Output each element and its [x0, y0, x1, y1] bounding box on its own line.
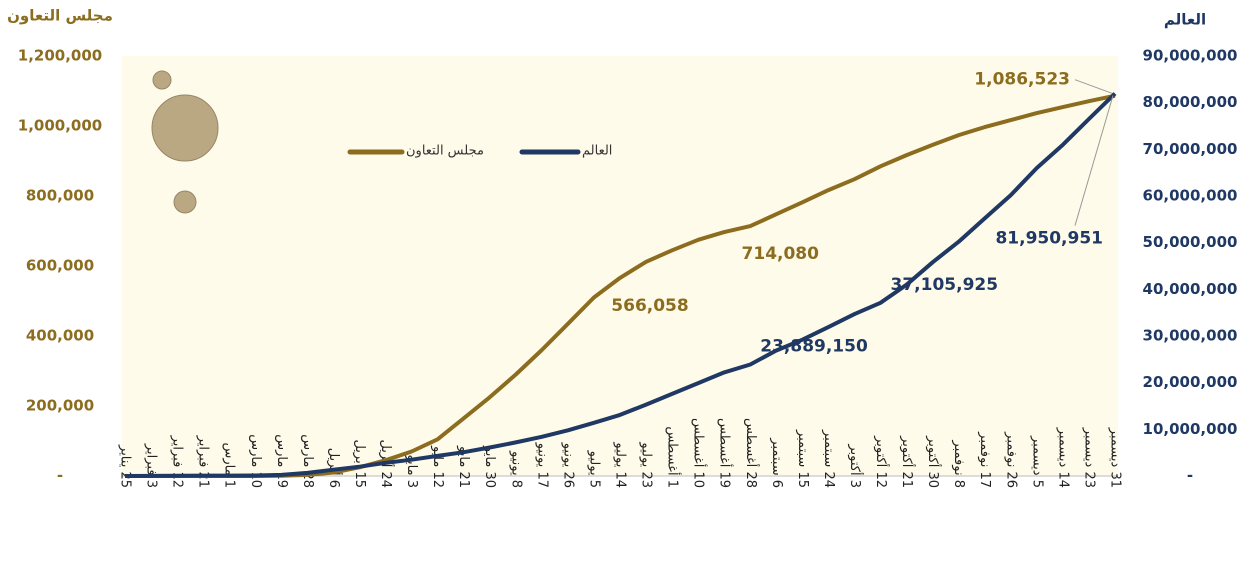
- plot-area: [122, 56, 1118, 476]
- y-tick-label: 400,000: [26, 327, 94, 345]
- x-tick-label: 21 فبراير: [196, 435, 211, 488]
- x-tick-label: 8 يونيو: [508, 450, 523, 488]
- x-tick-label: 6 سبتمبر: [769, 437, 784, 488]
- x-tick-label: 28 أغسطس: [743, 418, 760, 488]
- x-tick-label: 23 ديسمبر: [1081, 427, 1096, 488]
- x-tick-label: 19 مارس: [274, 434, 289, 488]
- data-label: 714,080: [742, 244, 820, 264]
- data-label: 566,058: [611, 296, 688, 316]
- y2-tick-label: 20,000,000: [1143, 373, 1238, 391]
- legend-label: مجلس التعاون: [406, 144, 484, 159]
- y-tick-label: 1,200,000: [18, 47, 102, 65]
- leader-line: [1074, 95, 1114, 226]
- x-tick-label: 21 مايو: [456, 445, 471, 488]
- x-tick-label: 1 مارس: [222, 443, 237, 489]
- y2-tick-label: 70,000,000: [1143, 140, 1238, 158]
- virus-decoration: [151, 70, 219, 214]
- x-tick-label: 24 سبتمبر: [821, 429, 836, 488]
- data-label: 81,950,951: [995, 229, 1103, 249]
- y-tick-label: 600,000: [26, 257, 94, 275]
- y2-tick-label: 10,000,000: [1143, 420, 1238, 438]
- y-tick-label: 800,000: [26, 187, 94, 205]
- leader-line: [1074, 79, 1114, 95]
- y2-tick-label: 80,000,000: [1143, 93, 1238, 111]
- x-tick-label: 10 مارس: [248, 434, 263, 488]
- y2-tick-label: -: [1187, 467, 1193, 485]
- x-tick-label: 23 يوليو: [639, 441, 654, 488]
- x-tick-label: 19 أغسطس: [717, 418, 734, 488]
- x-tick-label: 3 أكتوبر: [847, 443, 864, 488]
- y2-tick-label: 90,000,000: [1143, 47, 1238, 65]
- x-tick-label: 12 أكتوبر: [873, 435, 890, 488]
- x-tick-label: 30 أكتوبر: [925, 435, 942, 488]
- x-tick-label: 25 يناير: [118, 444, 133, 488]
- x-tick-label: 12 فبراير: [170, 435, 185, 488]
- x-tick-label: 10 أغسطس: [691, 418, 708, 488]
- x-tick-label: 21 أكتوبر: [899, 435, 916, 488]
- data-label: 37,105,925: [891, 275, 999, 295]
- x-tick-label: 15 سبتمبر: [795, 429, 810, 488]
- x-tick-label: 31 ديسمبر: [1108, 427, 1123, 488]
- x-tick-label: 28 مارس: [300, 434, 315, 488]
- x-tick-label: 14 يوليو: [613, 441, 628, 488]
- x-tick-label: 17 يونيو: [534, 442, 549, 488]
- y2-tick-label: 40,000,000: [1143, 280, 1238, 298]
- legend-label: العالم: [582, 144, 612, 159]
- x-tick-label: 5 يوليو: [586, 450, 601, 488]
- data-label: 1,086,523: [974, 70, 1070, 90]
- x-tick-label: 8 نوفمبر: [951, 439, 966, 488]
- data-label: 23,889,150: [760, 337, 868, 357]
- y2-axis-title: العالم: [1164, 11, 1206, 29]
- x-tick-label: 17 نوفمبر: [977, 431, 992, 488]
- y-tick-label: 200,000: [26, 397, 94, 415]
- x-tick-label: 26 نوفمبر: [1003, 431, 1018, 488]
- x-tick-label: 3 فبراير: [144, 443, 159, 488]
- x-tick-label: 26 يونيو: [560, 442, 575, 488]
- x-tick-label: 1 أغسطس: [665, 426, 682, 488]
- y-axis-title: مجلس التعاون: [7, 7, 113, 25]
- x-tick-label: 15 أبريل: [352, 439, 369, 488]
- x-tick-label: 5 ديسمبر: [1029, 435, 1044, 488]
- y2-tick-label: 30,000,000: [1143, 327, 1238, 345]
- y2-tick-label: 60,000,000: [1143, 187, 1238, 205]
- series-line: [124, 92, 1117, 478]
- x-tick-label: 30 مايو: [482, 445, 497, 488]
- y2-tick-label: 50,000,000: [1143, 233, 1238, 251]
- y-tick-label: -: [57, 467, 63, 485]
- x-tick-label: 14 ديسمبر: [1055, 427, 1070, 488]
- x-tick-label: 12 مايو: [430, 445, 445, 488]
- y-tick-label: 1,000,000: [18, 117, 102, 135]
